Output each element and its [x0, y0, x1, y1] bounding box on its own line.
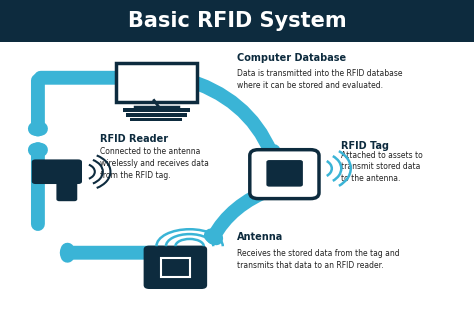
FancyBboxPatch shape [144, 246, 207, 289]
Text: Attached to assets to
transmit stored data
to the antenna.: Attached to assets to transmit stored da… [341, 151, 423, 183]
Text: Receives the stored data from the tag and
transmits that data to an RFID reader.: Receives the stored data from the tag an… [237, 249, 400, 270]
Text: Data is transmitted into the RFID database
where it can be stored and evaluated.: Data is transmitted into the RFID databa… [237, 69, 402, 90]
Text: RFID Reader: RFID Reader [100, 134, 168, 144]
FancyBboxPatch shape [266, 160, 303, 187]
FancyBboxPatch shape [116, 63, 197, 102]
FancyBboxPatch shape [126, 113, 187, 117]
FancyBboxPatch shape [250, 150, 319, 199]
Text: Connected to the antenna
wirelessly and receives data
from the RFID tag.: Connected to the antenna wirelessly and … [100, 147, 209, 180]
Text: Basic RFID System: Basic RFID System [128, 11, 346, 31]
FancyBboxPatch shape [130, 118, 182, 121]
Text: RFID Tag: RFID Tag [341, 141, 389, 151]
FancyBboxPatch shape [123, 108, 190, 112]
FancyBboxPatch shape [0, 0, 474, 42]
FancyBboxPatch shape [56, 178, 77, 201]
Text: Computer Database: Computer Database [237, 53, 346, 63]
FancyBboxPatch shape [32, 159, 82, 184]
FancyBboxPatch shape [161, 258, 190, 277]
Text: Antenna: Antenna [237, 232, 283, 241]
